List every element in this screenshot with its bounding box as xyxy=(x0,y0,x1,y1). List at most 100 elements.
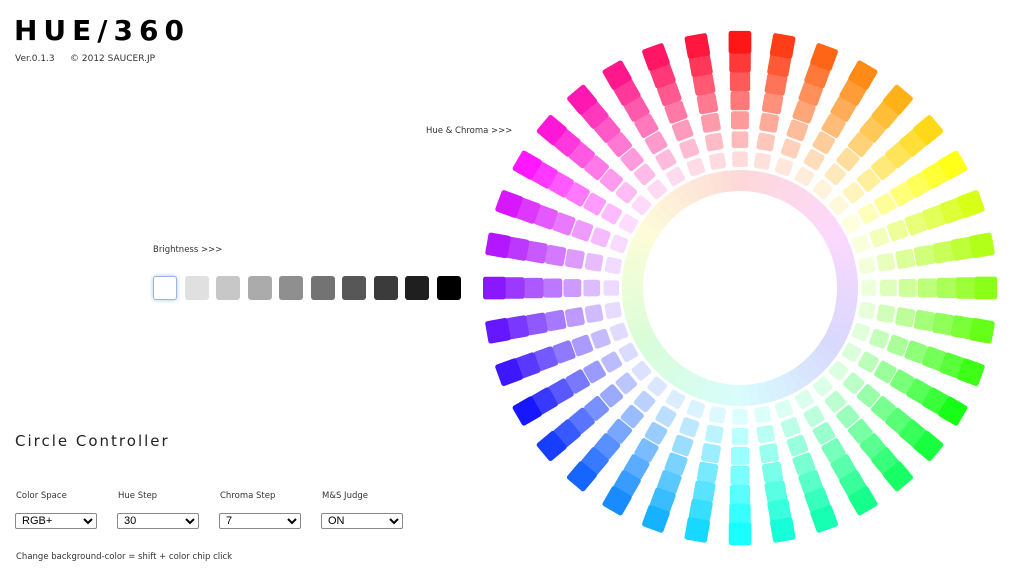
color-chip[interactable] xyxy=(756,424,775,444)
color-chip[interactable] xyxy=(759,112,780,133)
brightness-chip[interactable] xyxy=(184,276,209,300)
color-chip[interactable] xyxy=(882,460,914,492)
color-chip[interactable] xyxy=(641,42,670,71)
color-chip[interactable] xyxy=(590,227,611,248)
brightness-chip[interactable] xyxy=(405,276,429,300)
color-chip[interactable] xyxy=(955,277,978,299)
chroma-step-select[interactable]: 7 xyxy=(219,513,301,529)
color-chip[interactable] xyxy=(810,42,839,71)
color-chip[interactable] xyxy=(583,154,610,181)
color-chip[interactable] xyxy=(485,232,511,259)
color-chip[interactable] xyxy=(895,307,916,328)
color-chip[interactable] xyxy=(812,376,834,398)
color-chip[interactable] xyxy=(870,154,897,181)
color-chip[interactable] xyxy=(603,280,620,296)
color-chip[interactable] xyxy=(671,119,694,142)
color-chip[interactable] xyxy=(630,194,652,216)
color-chip[interactable] xyxy=(564,307,585,328)
color-chip[interactable] xyxy=(602,485,633,516)
color-chip[interactable] xyxy=(904,340,928,364)
color-chip[interactable] xyxy=(483,276,506,300)
color-chip[interactable] xyxy=(571,219,594,242)
color-chip[interactable] xyxy=(600,202,623,225)
brightness-chip[interactable] xyxy=(373,276,398,300)
color-chip[interactable] xyxy=(708,406,727,424)
color-chip[interactable] xyxy=(604,301,622,319)
color-chip[interactable] xyxy=(969,232,995,259)
color-chip[interactable] xyxy=(956,358,985,387)
color-chip[interactable] xyxy=(543,278,563,298)
color-chip[interactable] xyxy=(512,150,543,181)
color-chip[interactable] xyxy=(536,114,568,146)
color-chip[interactable] xyxy=(869,227,890,248)
color-chip[interactable] xyxy=(869,328,890,349)
color-chip[interactable] xyxy=(644,421,668,445)
color-chip[interactable] xyxy=(565,181,591,207)
color-chip[interactable] xyxy=(921,346,947,372)
color-chip[interactable] xyxy=(664,100,688,124)
color-chip[interactable] xyxy=(921,204,947,230)
color-chip[interactable] xyxy=(898,279,917,297)
color-chip[interactable] xyxy=(856,383,881,408)
color-chip[interactable] xyxy=(704,132,724,152)
color-chip[interactable] xyxy=(692,480,716,504)
color-chip[interactable] xyxy=(812,421,836,445)
color-chip[interactable] xyxy=(495,189,524,218)
color-chip[interactable] xyxy=(731,446,749,465)
color-chip[interactable] xyxy=(764,72,788,97)
color-chip[interactable] xyxy=(792,100,816,124)
color-chip[interactable] xyxy=(644,130,668,155)
color-chip[interactable] xyxy=(821,437,847,463)
color-chip[interactable] xyxy=(792,452,816,476)
color-chip[interactable] xyxy=(615,181,639,205)
color-chip[interactable] xyxy=(606,418,633,445)
color-chip[interactable] xyxy=(876,304,896,323)
color-chip[interactable] xyxy=(552,340,576,364)
color-chip[interactable] xyxy=(709,152,727,170)
color-chip[interactable] xyxy=(937,395,968,426)
color-chip[interactable] xyxy=(544,244,567,267)
color-chip[interactable] xyxy=(913,244,936,267)
color-chip[interactable] xyxy=(646,178,668,200)
color-chip[interactable] xyxy=(618,342,639,363)
color-chip[interactable] xyxy=(886,334,909,357)
color-chip[interactable] xyxy=(974,276,998,300)
color-chip[interactable] xyxy=(696,92,719,115)
color-chip[interactable] xyxy=(841,213,862,234)
color-chip[interactable] xyxy=(656,81,682,107)
color-chip[interactable] xyxy=(552,212,576,236)
color-chip[interactable] xyxy=(590,328,611,349)
color-chip[interactable] xyxy=(794,166,815,187)
color-chip[interactable] xyxy=(835,147,860,172)
color-chip[interactable] xyxy=(731,427,749,445)
color-chip[interactable] xyxy=(810,504,839,533)
color-chip[interactable] xyxy=(857,351,880,374)
brightness-chip[interactable] xyxy=(247,276,272,300)
color-chip[interactable] xyxy=(932,240,956,264)
color-chip[interactable] xyxy=(503,277,525,299)
color-chip[interactable] xyxy=(823,163,847,187)
color-chip[interactable] xyxy=(602,60,633,91)
color-chip[interactable] xyxy=(665,166,686,187)
color-chip[interactable] xyxy=(563,279,582,297)
color-chip[interactable] xyxy=(583,192,607,216)
color-chip[interactable] xyxy=(847,418,874,445)
color-chip[interactable] xyxy=(786,119,809,142)
color-chip[interactable] xyxy=(728,30,752,54)
color-chip[interactable] xyxy=(803,148,826,171)
color-chip[interactable] xyxy=(969,318,995,344)
color-chip[interactable] xyxy=(821,113,847,139)
color-chip[interactable] xyxy=(615,372,639,396)
color-chip[interactable] xyxy=(729,484,751,505)
color-chip[interactable] xyxy=(525,312,549,336)
color-chip[interactable] xyxy=(847,60,878,91)
color-chip[interactable] xyxy=(604,256,622,275)
color-chip[interactable] xyxy=(828,194,850,216)
color-chip[interactable] xyxy=(700,443,722,464)
color-chip[interactable] xyxy=(753,152,771,170)
color-chip[interactable] xyxy=(764,480,788,504)
color-chip[interactable] xyxy=(956,189,985,218)
color-chip[interactable] xyxy=(512,395,543,426)
color-chip[interactable] xyxy=(786,434,809,457)
color-chip[interactable] xyxy=(732,151,748,168)
